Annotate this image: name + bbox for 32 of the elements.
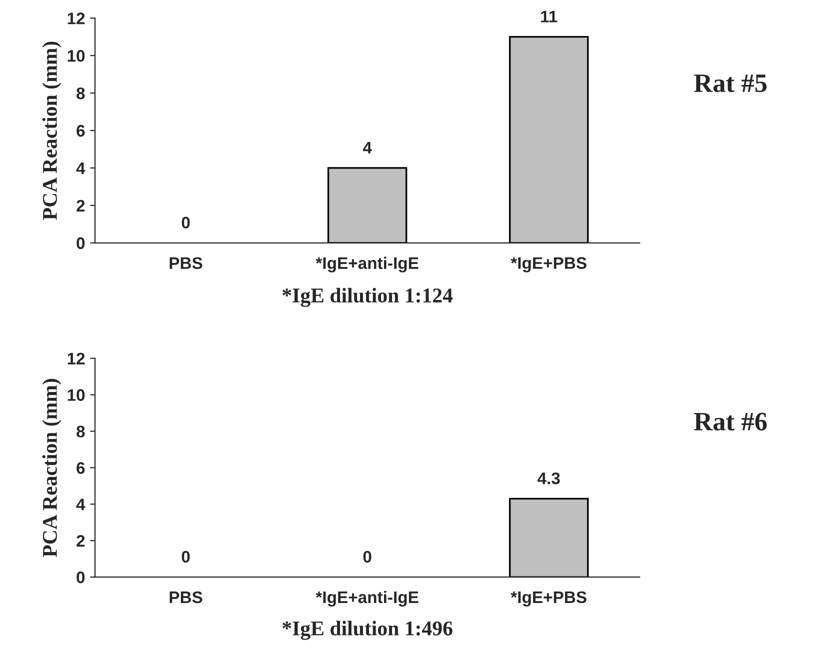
- data-label: 0: [363, 550, 372, 563]
- x-axis-title: *IgE dilution 1:496: [282, 620, 452, 640]
- x-tick-label: *IgE+anti-IgE: [316, 590, 418, 607]
- data-label: 4: [362, 142, 372, 154]
- data-label: 0: [182, 216, 190, 228]
- y-tick-label: 12: [68, 12, 85, 24]
- text: Rat #5: [694, 74, 767, 92]
- y-tick-label: 8: [76, 426, 85, 438]
- x-tick-label: *IgE+anti-IgE: [316, 256, 418, 272]
- y-tick-label: 4: [76, 162, 86, 174]
- y-tick-label: 10: [68, 389, 85, 401]
- x-tick-label: *IgE+PBS: [510, 591, 586, 606]
- y-tick-label: 6: [76, 462, 85, 474]
- y-axis-title: PCA Reaction (mm): [42, 378, 62, 558]
- y-tick-label: 6: [76, 124, 85, 137]
- data-label: 11: [541, 10, 558, 22]
- y-tick-label: 0: [76, 571, 85, 584]
- x-tick-label: PBS: [170, 591, 202, 604]
- y-tick-label: 8: [76, 87, 85, 100]
- y-tick-label: 0: [76, 237, 85, 250]
- y-tick-label: 4: [76, 498, 86, 510]
- y-axis-title: PCA Reaction (mm): [42, 42, 62, 220]
- data-label: 4.3: [538, 472, 560, 484]
- x-axis-title: *IgE dilution 1:124: [282, 288, 453, 307]
- x-tick-label: *IgE+PBS: [510, 257, 586, 272]
- y-tick-label: 2: [76, 200, 85, 212]
- data-label: 0: [182, 550, 190, 563]
- y-tick-label: 12: [68, 352, 85, 364]
- y-tick-label: 10: [68, 50, 85, 62]
- x-tick-label: PBS: [170, 257, 202, 270]
- text: Rat #6: [694, 412, 767, 431]
- y-tick-label: 2: [76, 535, 85, 547]
